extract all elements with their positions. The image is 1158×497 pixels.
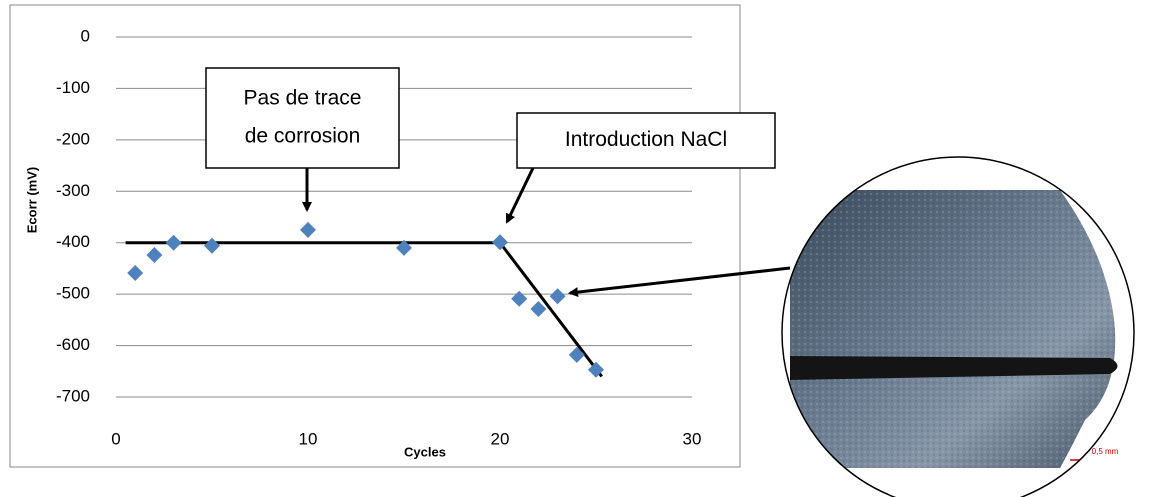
data-point bbox=[588, 361, 604, 378]
plot: 0 -100 -200 -300 -400 -500 -600 -700 0 10 20 30 Cycl… bbox=[24, 26, 776, 459]
y-tick-label: -600 bbox=[56, 335, 90, 354]
inset-photo bbox=[781, 156, 1135, 497]
data-point bbox=[165, 234, 182, 251]
data-point bbox=[396, 239, 412, 256]
y-tick-label: 0 bbox=[81, 26, 90, 45]
y-tick-label: -300 bbox=[56, 181, 90, 200]
annotation-text: de corrosion bbox=[245, 125, 361, 148]
data-point bbox=[568, 346, 585, 363]
inset-arrow bbox=[568, 266, 791, 298]
data-point bbox=[549, 288, 566, 305]
data-point bbox=[127, 265, 144, 282]
annotation-box bbox=[205, 67, 400, 169]
x-tick-label: 0 bbox=[111, 429, 120, 448]
data-point bbox=[300, 221, 316, 238]
inset-scale-label: 0,5 mm bbox=[1092, 447, 1119, 456]
data-point bbox=[204, 237, 220, 254]
y-tick-label: -400 bbox=[56, 232, 90, 251]
y-axis-label: Ecorr (mV) bbox=[24, 167, 39, 233]
y-tick-label: -100 bbox=[56, 78, 90, 97]
x-tick-label: 30 bbox=[683, 429, 702, 448]
x-tick-label: 20 bbox=[491, 429, 510, 448]
annotation-text: Pas de trace bbox=[244, 87, 362, 110]
data-point bbox=[492, 234, 508, 251]
y-tick-label: -200 bbox=[56, 129, 90, 148]
annotation-arrow bbox=[505, 167, 535, 224]
annotation-text: Introduction NaCl bbox=[565, 128, 727, 151]
x-tick-label: 10 bbox=[299, 429, 318, 448]
data-point bbox=[530, 301, 547, 318]
y-tick-label: -700 bbox=[56, 386, 90, 405]
data-point bbox=[146, 247, 163, 264]
x-axis-label: Cycles bbox=[404, 444, 446, 459]
y-tick-label: -500 bbox=[56, 284, 90, 303]
annotation-box bbox=[516, 112, 776, 169]
data-point bbox=[511, 290, 528, 307]
